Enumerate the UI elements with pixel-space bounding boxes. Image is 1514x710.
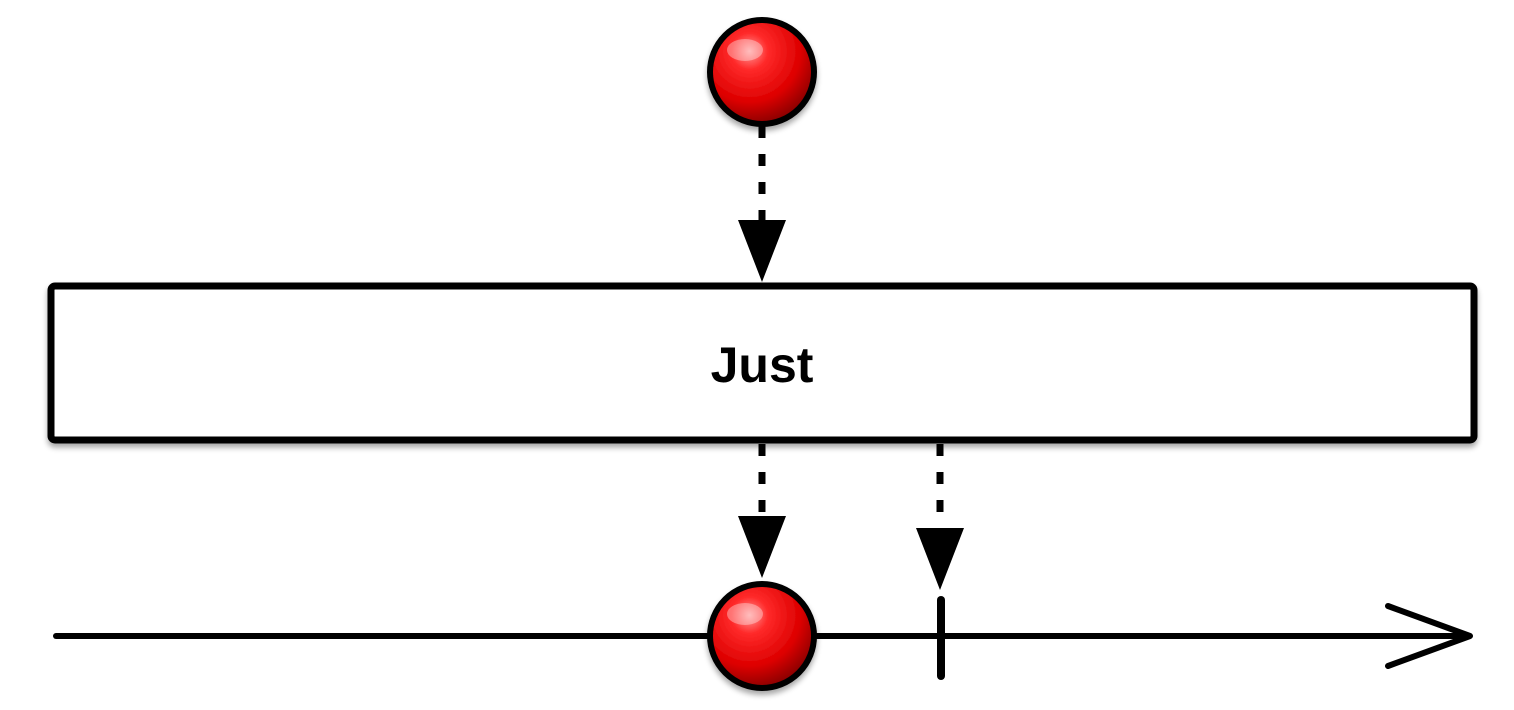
completion-arrow	[916, 444, 964, 590]
red-marble-icon	[707, 581, 817, 691]
red-marble-icon	[707, 17, 817, 127]
arrowhead-down-icon	[738, 516, 786, 578]
operator-label: Just	[711, 337, 814, 393]
output-emission-arrow	[738, 444, 786, 578]
input-emission-arrow	[738, 126, 786, 282]
output-marble	[707, 581, 817, 691]
input-marble	[707, 17, 817, 127]
arrowhead-down-icon	[738, 220, 786, 282]
time-arrow-icon	[1385, 603, 1473, 669]
operator-box	[47, 282, 1478, 444]
arrowhead-down-icon	[916, 528, 964, 590]
